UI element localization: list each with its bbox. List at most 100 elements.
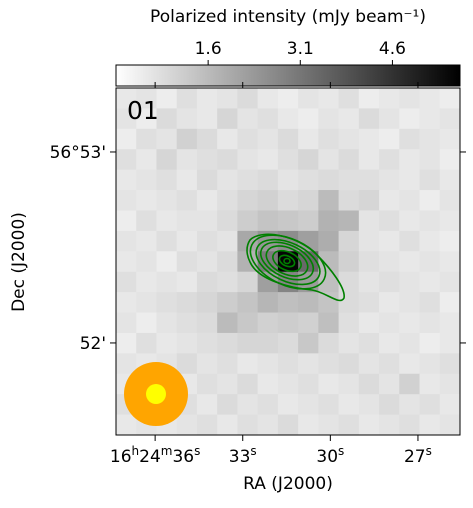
pixel [419,128,441,150]
pixel [196,312,218,334]
pixel [298,190,319,211]
pixel [358,108,380,130]
pixel [379,414,400,435]
pixel [318,292,340,314]
pixel [257,149,279,171]
pixel [116,271,137,293]
pixel [156,292,178,314]
image [116,88,460,435]
pixel [399,190,421,211]
pixel [277,373,299,395]
pixel [217,190,238,211]
pixel [136,230,157,252]
pixel [318,190,340,211]
pixel [318,271,340,293]
pixel [318,414,340,435]
pixel [176,190,198,211]
colorbar-tick-label: 4.6 [379,39,406,59]
pixel [217,414,238,435]
pixel [237,271,259,293]
pixel [156,149,178,171]
pixel [338,292,360,314]
pixel [399,210,421,232]
pixel [439,271,460,293]
pixel [358,149,380,171]
pixel [419,210,441,232]
pixel [399,414,421,435]
pixel [217,353,238,375]
pixel [358,312,380,334]
pixel [217,312,238,334]
pixel [196,210,218,232]
pixel [399,292,421,314]
pixel [338,353,360,375]
pixel [358,230,380,252]
pixel [116,414,137,435]
pixel [277,149,299,171]
pixel [338,128,360,150]
pixel [257,88,279,109]
pixel [298,373,319,395]
pixel [298,414,319,435]
pixel [176,353,198,375]
pixel [156,251,178,273]
pixel [358,271,380,293]
pixel [257,271,279,293]
pixel [298,394,319,416]
pixel [419,394,441,416]
pixel [257,210,279,232]
pixel [338,271,360,293]
pixel [439,292,460,314]
pixel [176,292,198,314]
pixel [136,169,157,191]
pixel [116,210,137,232]
pixel [217,332,238,354]
pixel [257,312,279,334]
x-tick-label: 33s [229,444,257,467]
pixel [176,169,198,191]
pixel [298,88,319,109]
pixel [176,149,198,171]
pixel [196,271,218,293]
pixel [237,353,259,375]
pixel [196,251,218,273]
pixel [399,108,421,130]
pixel [358,394,380,416]
pixel [116,108,137,130]
pixel [196,128,218,150]
contour [246,233,345,302]
pixel [379,332,400,354]
pixel [358,88,380,109]
pixel [116,292,137,314]
pixel [237,128,259,150]
pixel [277,292,299,314]
pixel [136,88,157,109]
pixel [116,251,137,273]
pixel [399,149,421,171]
pixel [379,210,400,232]
pixel [419,169,441,191]
pixel [379,271,400,293]
pixel [196,169,218,191]
pixel [116,149,137,171]
pixel [156,128,178,150]
pixel [277,190,299,211]
pixel [196,292,218,314]
pixel [156,332,178,354]
pixel [379,190,400,211]
pixel [196,88,218,109]
pixel [217,230,238,252]
pixel [338,108,360,130]
pixel [338,312,360,334]
pixel [298,292,319,314]
pixel [116,332,137,354]
pixel [318,88,340,109]
pixel [338,332,360,354]
pixel [116,128,137,150]
pixel [298,230,319,252]
pixel [136,332,157,354]
pixel [217,88,238,109]
axes-frame [115,87,461,436]
pixel [196,373,218,395]
pixel [419,292,441,314]
